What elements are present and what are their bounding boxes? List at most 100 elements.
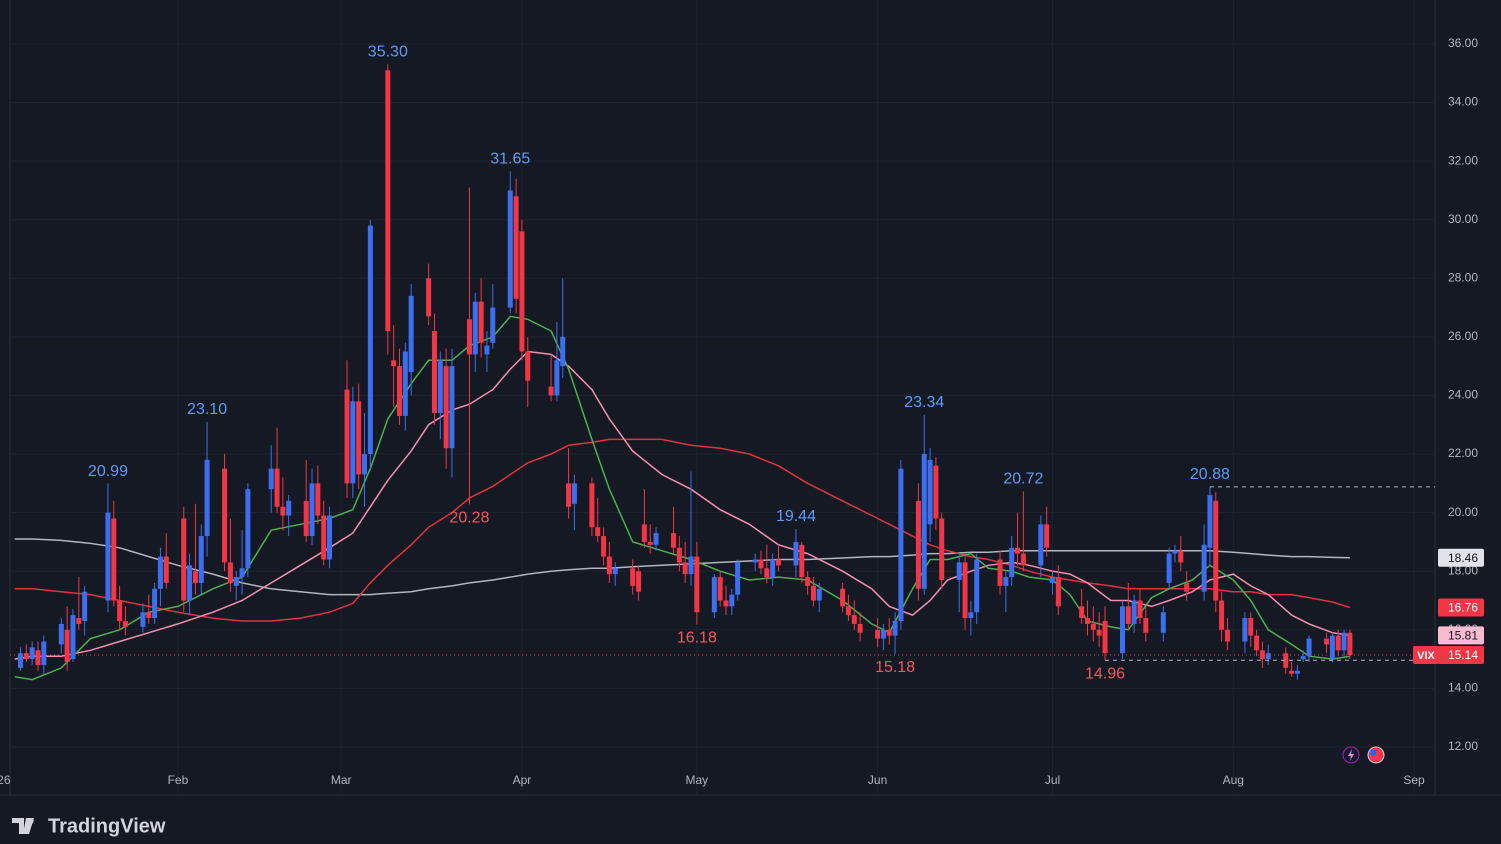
candle-body [1143,618,1149,633]
candle-body [472,301,478,355]
candle-body [915,500,921,589]
candle-body [1341,632,1347,651]
candle-body [729,594,735,607]
x-tick-label: Jun [868,773,887,787]
candle-body [41,641,47,665]
candle-body [694,556,700,613]
symbol-box [1413,645,1439,664]
candle-body [245,489,251,569]
candle-body [641,524,647,542]
candle-body [1079,606,1085,619]
symbol-label: VIX [1417,650,1435,662]
plot-area [10,64,1435,681]
candle-body [35,650,41,665]
candle-body [157,556,163,589]
candle-body [122,621,128,627]
candle-body [886,629,892,636]
candle-body [222,468,228,563]
candle-body [1265,653,1271,660]
candle-body [630,568,636,586]
candle-body [1324,638,1330,645]
candle-body [117,600,123,622]
candle-body [58,623,64,645]
candle-body [309,483,315,537]
candle-body [671,533,677,548]
candle-body [1038,524,1044,566]
candle-body [810,585,816,601]
candle-body [227,562,233,583]
candle-body [29,647,35,660]
candle-body [408,295,414,373]
candle-body [898,468,904,622]
y-tick-label: 12.00 [1448,739,1478,753]
candle-body [1254,635,1260,651]
candle-body [303,500,309,537]
candle-body [315,483,321,516]
candle-body [140,612,146,627]
price-label: 16.76 [1448,601,1478,615]
candle-body [396,366,402,416]
candle-body [1125,606,1131,624]
x-tick-label: Aug [1223,773,1244,787]
candle-body [1090,623,1096,630]
flag-glyph [1371,750,1376,755]
logo-dot [28,818,34,824]
x-tick-label: May [686,773,709,787]
candle-body [793,541,799,566]
candle-body [321,515,327,560]
candle-body [647,541,653,545]
candle-body [192,571,198,583]
candle-body [1213,500,1219,601]
candle-body [636,571,642,592]
candle-body [1224,629,1230,642]
candle-body [1335,635,1341,651]
candle-body [554,360,560,396]
axes: 12.0014.0016.0018.0020.0022.0024.0026.00… [0,36,1484,787]
candle-body [268,468,274,490]
candle-body [857,623,863,633]
candle-body [799,544,805,578]
candle-body [187,565,193,601]
candle-body [601,536,607,557]
candle-body [76,618,82,624]
candle-body [1166,553,1172,583]
candle-body [892,621,898,636]
candle-body [105,512,111,601]
last-price-box [1438,645,1484,664]
candle-body [274,468,280,507]
candle-body [233,577,239,586]
candle-body [1306,638,1312,657]
candle-body [198,536,204,583]
candle-body [735,562,741,595]
candle-body [723,600,729,607]
candle-body [933,465,939,519]
candle-body [752,559,758,563]
candle-body [1102,621,1108,654]
candle-body [682,562,688,575]
price-label: 15.81 [1448,629,1478,643]
candle-body [286,500,292,516]
candle-body [327,515,333,560]
y-tick-label: 18.00 [1448,563,1478,577]
candle-body [571,483,577,504]
candle-body [1160,612,1166,633]
candle-body [519,231,525,352]
candle-body [478,301,484,343]
x-tick-label: 2026 [0,773,11,787]
candle-body [816,588,822,601]
candle-body [367,225,373,455]
extreme-label: 20.99 [88,463,128,480]
candle-body [1178,550,1184,563]
last-price-label: 15.14 [1448,648,1478,662]
candle-body [513,196,519,299]
candle-body [1137,600,1143,619]
candle-body [426,278,432,317]
extreme-label: 15.18 [875,659,915,676]
extreme-label: 16.18 [677,630,717,647]
candle-body [758,559,764,569]
candle-body [111,518,117,601]
candle-body [64,629,70,663]
candle-body [1242,618,1248,642]
x-tick-label: Apr [513,773,532,787]
candle-body [204,459,210,537]
